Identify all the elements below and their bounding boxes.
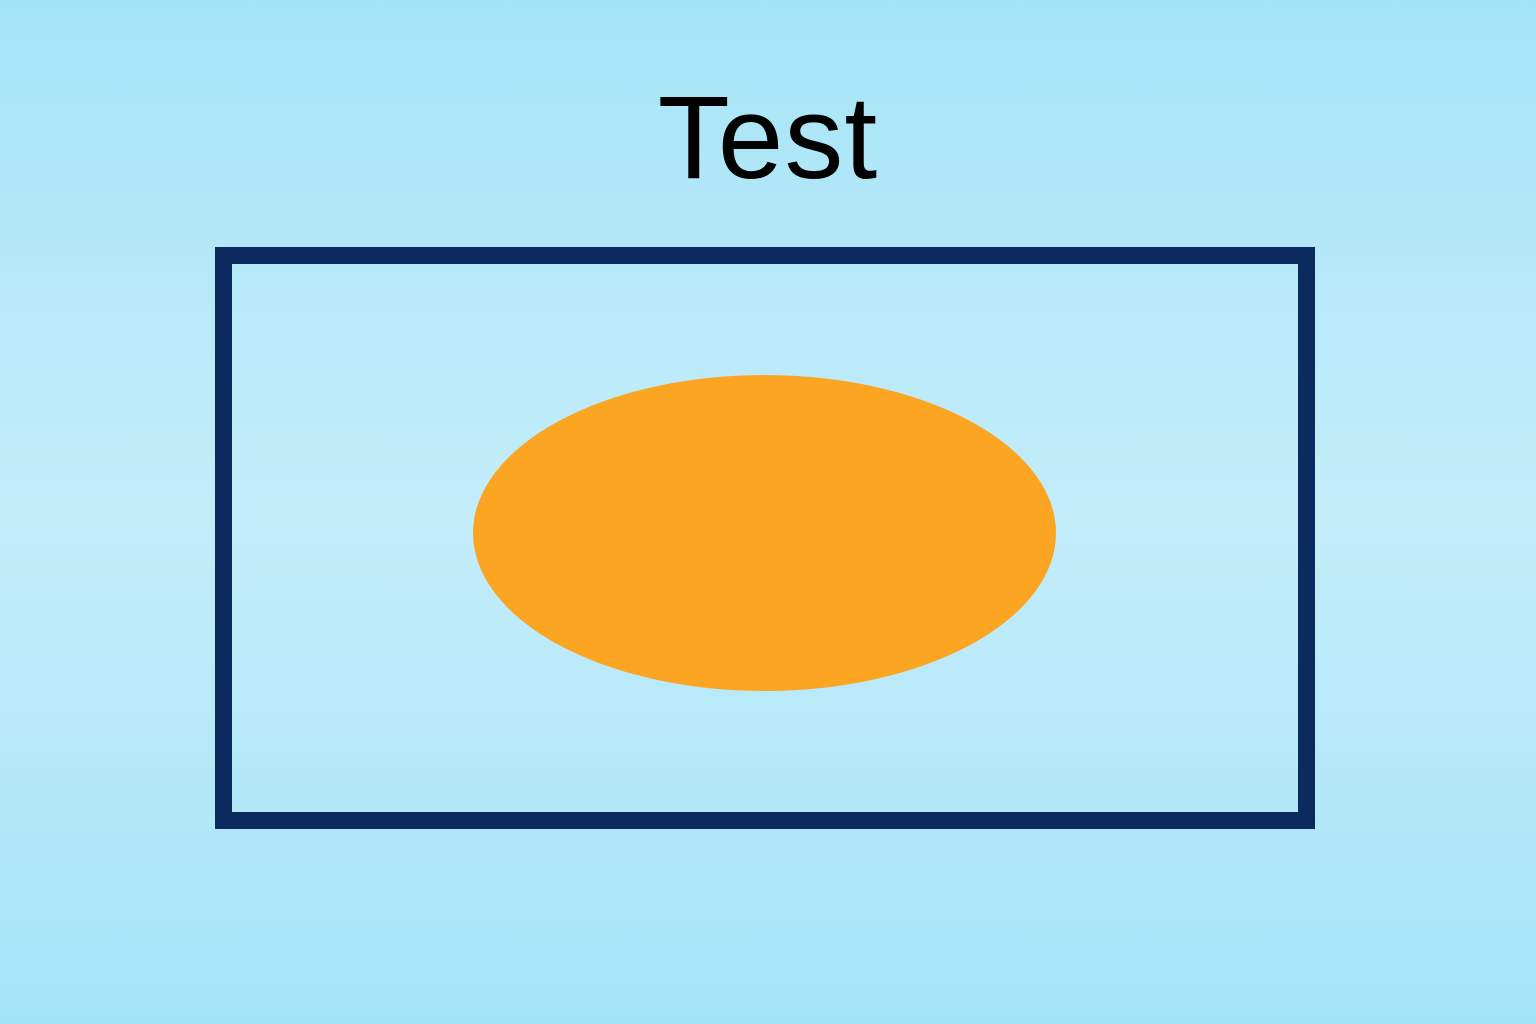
page-title: Test (657, 72, 879, 204)
rectangle-frame (215, 247, 1315, 829)
orange-ellipse (473, 375, 1056, 691)
